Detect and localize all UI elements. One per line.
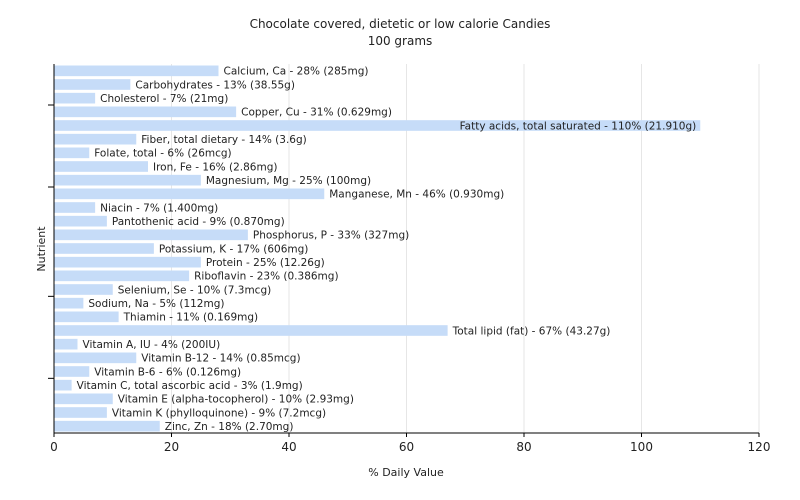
bar-label: Copper, Cu - 31% (0.629mg) [241, 107, 392, 119]
bar-label: Vitamin E (alpha-tocopherol) - 10% (2.93… [118, 394, 354, 406]
x-tick-label: 40 [281, 440, 296, 454]
bar-label: Manganese, Mn - 46% (0.930mg) [329, 189, 504, 201]
bar [54, 407, 107, 418]
chart-subtitle: 100 grams [368, 34, 433, 48]
bar-label: Folate, total - 6% (26mcg) [94, 148, 231, 160]
bar-label: Vitamin C, total ascorbic acid - 3% (1.9… [77, 380, 303, 392]
bar [54, 420, 160, 432]
bar [54, 92, 96, 104]
bar-label: Vitamin K (phylloquinone) - 9% (7.2mcg) [112, 407, 326, 419]
y-axis-label: Nutrient [35, 226, 48, 272]
bar [54, 311, 119, 323]
bar-label: Pantothenic acid - 9% (0.870mg) [112, 216, 285, 228]
x-tick-label: 0 [50, 440, 58, 454]
bar [54, 188, 325, 200]
bar-label: Selenium, Se - 10% (7.3mcg) [118, 284, 271, 296]
bar-label: Potassium, K - 17% (606mg) [159, 243, 309, 255]
bar-label: Protein - 25% (12.26g) [206, 257, 325, 269]
bar-label: Carbohydrates - 13% (38.55g) [135, 79, 295, 91]
bar-label: Cholesterol - 7% (21mg) [100, 93, 228, 105]
bar-label: Fatty acids, total saturated - 110% (21.… [460, 120, 697, 132]
bar-label: Vitamin B-6 - 6% (0.126mg) [94, 366, 241, 378]
bar-label: Fiber, total dietary - 14% (3.6g) [141, 134, 306, 146]
chart-title: Chocolate covered, dietetic or low calor… [250, 17, 551, 31]
bar [54, 270, 190, 282]
bar [54, 215, 107, 227]
bar [54, 133, 137, 145]
bar-label: Niacin - 7% (1.400mg) [100, 202, 218, 214]
bar [54, 229, 248, 241]
bar-label: Sodium, Na - 5% (112mg) [88, 298, 224, 310]
x-axis-label: % Daily Value [368, 466, 444, 479]
bar [54, 256, 201, 268]
axes: 0 20 40 60 80 100 120 [48, 64, 770, 454]
bar [54, 297, 84, 309]
bar [54, 352, 137, 364]
bar [54, 147, 90, 159]
bar [54, 325, 448, 336]
bar [54, 79, 131, 90]
bar [54, 106, 237, 118]
bar-label: Vitamin B-12 - 14% (0.85mcg) [141, 353, 300, 365]
bar [54, 393, 113, 405]
bar-label: Thiamin - 11% (0.169mg) [123, 312, 259, 324]
bar [54, 243, 154, 254]
bar-label: Vitamin A, IU - 4% (200IU) [83, 339, 221, 351]
bar-label: Calcium, Ca - 28% (285mg) [224, 66, 369, 78]
bar [54, 338, 78, 350]
bar [54, 174, 201, 186]
bar-label: Phosphorus, P - 33% (327mg) [253, 230, 409, 242]
bar-label: Riboflavin - 23% (0.386mg) [194, 271, 338, 283]
bar [54, 284, 113, 295]
bar [54, 366, 90, 377]
bar-labels: Calcium, Ca - 28% (285mg)Carbohydrates -… [77, 66, 697, 433]
bars [54, 65, 701, 432]
bar [54, 120, 701, 131]
bar-label: Magnesium, Mg - 25% (100mg) [206, 175, 371, 187]
bar [54, 65, 219, 77]
x-tick-label: 120 [748, 440, 771, 454]
bar-label: Iron, Fe - 16% (2.86mg) [153, 161, 277, 173]
x-tick-label: 60 [399, 440, 414, 454]
bar [54, 161, 148, 172]
bar-label: Total lipid (fat) - 67% (43.27g) [452, 325, 611, 337]
bar [54, 379, 72, 391]
x-tick-label: 20 [164, 440, 179, 454]
bar [54, 202, 96, 213]
x-tick-label: 100 [630, 440, 653, 454]
x-tick-label: 80 [516, 440, 531, 454]
bar-label: Zinc, Zn - 18% (2.70mg) [165, 421, 294, 433]
